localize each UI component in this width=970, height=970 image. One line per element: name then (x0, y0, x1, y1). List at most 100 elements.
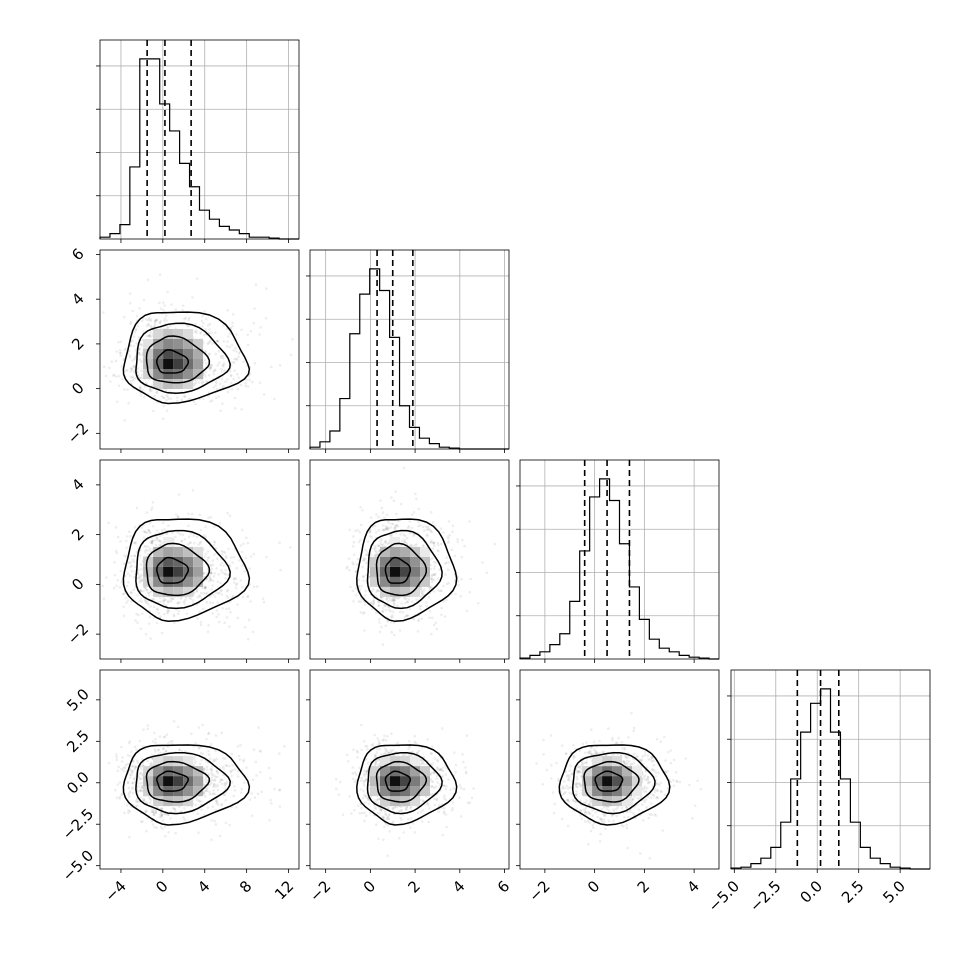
sample-point (406, 600, 409, 604)
density-cell (153, 349, 164, 359)
histogram-1 (309, 268, 509, 450)
sample-point (115, 584, 118, 588)
sample-point (138, 739, 142, 743)
sample-point (209, 339, 212, 342)
density-cell (163, 359, 174, 369)
sample-point (654, 771, 658, 774)
sample-point (434, 785, 438, 788)
sample-point (204, 585, 207, 588)
sample-point (176, 601, 179, 605)
sample-point (166, 742, 170, 745)
sample-point (129, 344, 132, 347)
sample-point (128, 835, 131, 839)
sample-point (154, 750, 157, 753)
sample-point (368, 534, 372, 538)
sample-point (164, 604, 168, 607)
density-cell (390, 576, 400, 587)
sample-point (169, 397, 173, 401)
sample-point (442, 599, 446, 603)
sample-point (172, 720, 176, 723)
sample-point (241, 595, 245, 599)
sample-point (156, 537, 159, 540)
sample-point (363, 629, 366, 632)
sample-point (170, 600, 173, 603)
density-cell (173, 546, 184, 557)
sample-point (121, 756, 124, 759)
sample-point (126, 388, 129, 391)
sample-point (197, 831, 200, 834)
sample-point (365, 778, 368, 781)
sample-point (432, 590, 436, 593)
sample-point (139, 627, 143, 630)
sample-point (194, 741, 197, 745)
sample-point (131, 339, 134, 343)
sample-point (379, 499, 382, 502)
sample-point (249, 600, 252, 603)
sample-point (372, 600, 375, 603)
sample-point (469, 577, 473, 581)
sample-point (232, 578, 236, 581)
sample-point (161, 827, 164, 831)
sample-point (246, 541, 250, 545)
sample-point (139, 575, 142, 579)
sample-point (352, 748, 355, 752)
sample-point (130, 600, 133, 603)
sample-point (150, 389, 153, 392)
sample-point (431, 616, 434, 620)
panel-frame-1-1 (309, 249, 510, 450)
sample-point (208, 328, 211, 331)
sample-point (375, 550, 378, 554)
sample-point (375, 554, 378, 557)
sample-point (223, 757, 227, 760)
sample-point (378, 621, 381, 624)
sample-point (123, 554, 126, 557)
sample-point (199, 762, 202, 766)
sample-point (158, 596, 162, 599)
sample-point (161, 599, 165, 602)
sample-point (229, 610, 232, 614)
sample-point (378, 550, 381, 554)
sample-point (208, 575, 212, 578)
sample-point (431, 573, 434, 577)
sample-point (233, 576, 236, 580)
sample-point (477, 601, 480, 605)
sample-point (437, 589, 440, 592)
sample-point (211, 805, 214, 808)
sample-point (132, 576, 136, 579)
sample-point (386, 854, 389, 858)
sample-point (122, 614, 126, 618)
sample-point (244, 556, 248, 560)
sample-point (165, 733, 169, 736)
sample-point (119, 340, 123, 344)
sample-point (377, 515, 380, 519)
sample-point (208, 366, 212, 369)
sample-point (230, 388, 234, 391)
sample-point (149, 590, 152, 594)
sample-point (162, 308, 165, 312)
sample-point (433, 803, 437, 807)
sample-point (155, 390, 159, 394)
sample-point (341, 813, 345, 817)
sample-point (205, 600, 209, 604)
sample-point (361, 565, 364, 569)
density-cell (163, 576, 174, 587)
sample-point (404, 807, 408, 811)
sample-point (146, 278, 150, 282)
sample-point (138, 579, 142, 583)
sample-point (198, 610, 201, 614)
sample-point (373, 554, 377, 558)
sample-point (423, 588, 426, 591)
sample-point (406, 600, 409, 604)
sample-point (555, 761, 558, 765)
sample-point (217, 592, 220, 595)
sample-point (129, 561, 133, 564)
sample-point (430, 577, 434, 580)
sample-point (210, 363, 213, 367)
sample-point (136, 368, 139, 371)
sample-point (396, 597, 399, 600)
sample-point (140, 777, 143, 780)
sample-point (203, 586, 207, 590)
sample-point (364, 553, 368, 556)
sample-point (143, 598, 147, 601)
sample-point (123, 592, 126, 596)
